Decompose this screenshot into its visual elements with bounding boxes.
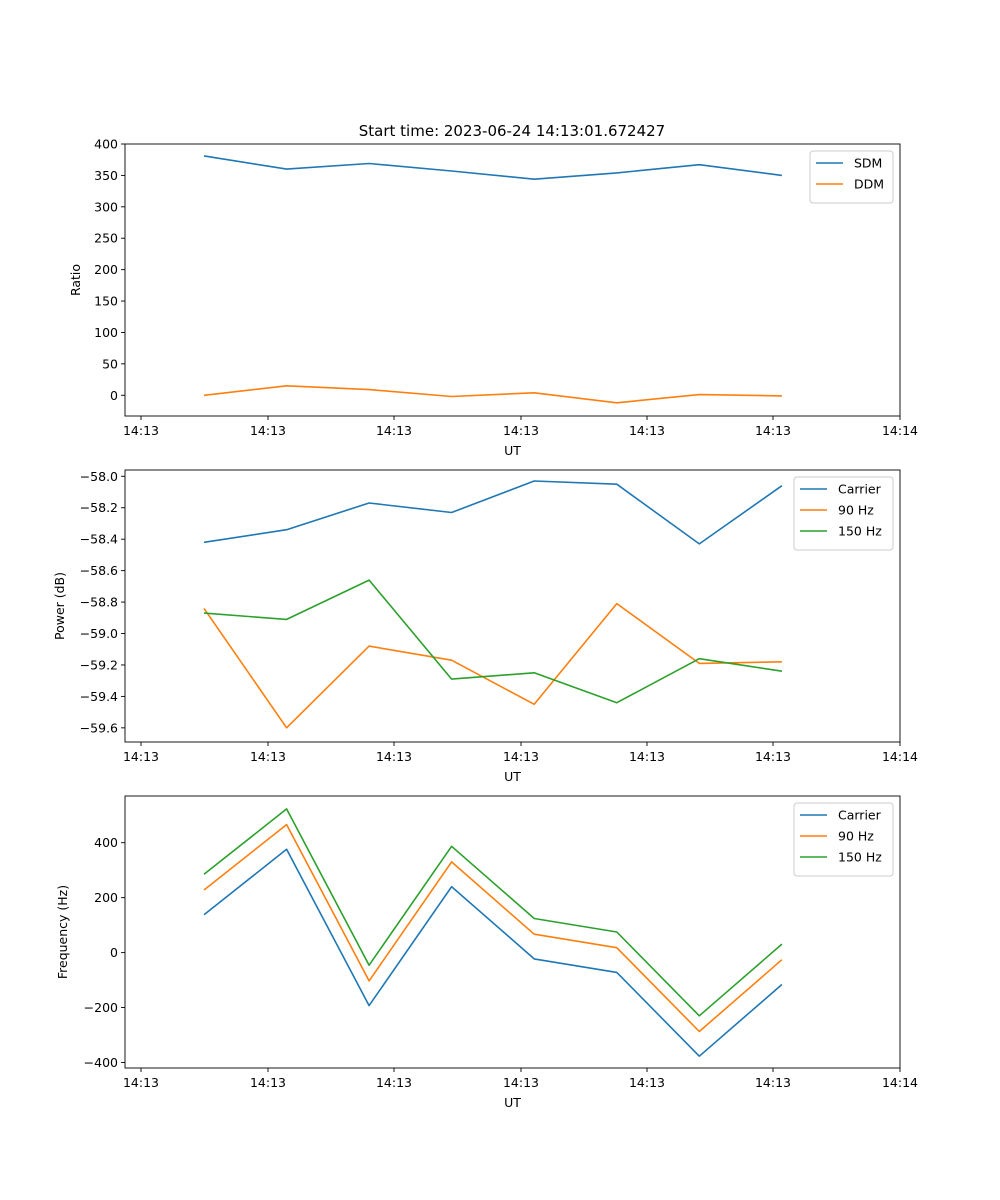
y-tick-label: −58.0 — [80, 469, 118, 484]
x-tick-label: 14:13 — [503, 423, 539, 438]
chart-panel-2: 14:13 14:13 14:13 14:13 14:13 14:13 14:14 −58.0… — [52, 469, 918, 784]
legend: Carrier 90 Hz 150 Hz — [793, 476, 894, 551]
x-tick-label: 14:14 — [882, 749, 918, 764]
y-axis-label: Ratio — [68, 264, 83, 296]
y-tick-label: 0 — [110, 388, 118, 403]
series-line-carrier — [203, 480, 783, 545]
legend-box — [809, 150, 894, 204]
y-tick-label: −58.4 — [80, 532, 118, 547]
y-tick-label: 0 — [110, 945, 118, 960]
legend-entry: 90 Hz — [838, 503, 874, 518]
x-tick-label: 14:13 — [123, 423, 159, 438]
y-tick-label: −58.6 — [80, 563, 118, 578]
y-tick-label: −59.2 — [80, 657, 118, 672]
x-tick-label: 14:13 — [123, 1075, 159, 1090]
y-tick-label: −59.0 — [80, 626, 118, 641]
x-tick-label: 14:13 — [250, 749, 286, 764]
series-line-ddm — [203, 384, 782, 404]
y-tick-label: 50 — [102, 356, 118, 371]
y-tick-label: 350 — [94, 168, 118, 183]
y-tick-label: 200 — [94, 890, 118, 905]
legend: Carrier 90 Hz 150 Hz — [793, 802, 894, 877]
axes-frame — [124, 795, 901, 1069]
series-line-90-hz — [203, 823, 783, 1033]
y-tick-label: −59.4 — [80, 689, 118, 704]
series-line-sdm — [203, 155, 783, 180]
y-tick-label: 250 — [94, 231, 118, 246]
x-tick-label: 14:13 — [629, 1075, 665, 1090]
x-axis-label: UT — [504, 769, 521, 784]
y-tick-label: −59.6 — [80, 720, 118, 735]
series-line-150-hz — [203, 808, 783, 1017]
x-tick-label: 14:13 — [376, 423, 412, 438]
x-axis-label: UT — [504, 443, 521, 458]
legend-entry: DDM — [854, 177, 884, 192]
chart-panel-1: 14:13 14:13 14:13 14:13 14:13 14:13 14:14 0 50 10… — [68, 137, 918, 459]
y-tick-label: 200 — [94, 262, 118, 277]
x-tick-label: 14:13 — [123, 749, 159, 764]
x-tick-label: 14:13 — [755, 1075, 791, 1090]
x-tick-label: 14:13 — [250, 423, 286, 438]
x-tick-label: 14:14 — [882, 423, 918, 438]
x-tick-label: 14:13 — [376, 749, 412, 764]
y-tick-label: −58.2 — [80, 500, 118, 515]
y-tick-label: −400 — [84, 1055, 118, 1070]
figure-title: Start time: 2023-06-24 14:13:01.672427 — [359, 122, 665, 140]
series-line-90-hz — [203, 602, 782, 729]
x-tick-label: 14:13 — [629, 423, 665, 438]
legend-entry: Carrier — [838, 808, 882, 823]
legend-entry: 90 Hz — [838, 829, 874, 844]
y-tick-label: 300 — [94, 199, 118, 214]
y-axis-label: Frequency (Hz) — [55, 885, 70, 979]
y-tick-label: 150 — [94, 294, 118, 309]
x-axis-label: UT — [504, 1095, 521, 1110]
x-tick-label: 14:13 — [503, 1075, 539, 1090]
x-tick-label: 14:13 — [755, 423, 791, 438]
axes-frame — [124, 143, 901, 417]
legend-entry: 150 Hz — [838, 524, 882, 539]
x-tick-label: 14:13 — [503, 749, 539, 764]
x-tick-label: 14:13 — [376, 1075, 412, 1090]
series-line-150-hz — [203, 579, 783, 704]
chart-panel-3: 14:13 14:13 14:13 14:13 14:13 14:13 14:14 −400 −… — [55, 795, 918, 1110]
y-tick-label: 400 — [94, 835, 118, 850]
x-tick-label: 14:13 — [755, 749, 791, 764]
x-tick-label: 14:13 — [629, 749, 665, 764]
legend-entry: Carrier — [838, 482, 882, 497]
y-tick-label: −58.8 — [80, 595, 118, 610]
x-tick-label: 14:13 — [250, 1075, 286, 1090]
x-tick-label: 14:14 — [882, 1075, 918, 1090]
y-tick-label: 400 — [94, 137, 118, 152]
series-line-carrier — [203, 848, 783, 1057]
legend-entry: SDM — [854, 156, 882, 171]
y-tick-label: −200 — [84, 1000, 118, 1015]
y-axis-label: Power (dB) — [52, 572, 67, 640]
legend: SDM DDM — [809, 150, 894, 204]
axes-frame — [124, 469, 901, 743]
y-tick-label: 100 — [94, 325, 118, 340]
legend-entry: 150 Hz — [838, 850, 882, 865]
